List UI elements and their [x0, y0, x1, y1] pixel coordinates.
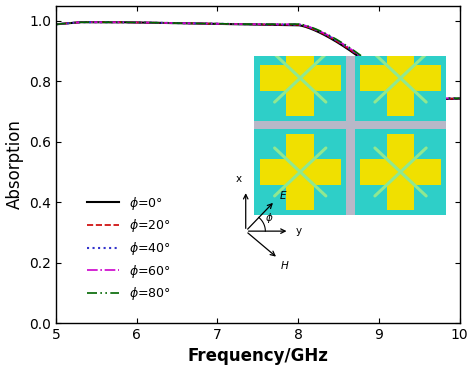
- $\phi$=60°: [323, 32, 329, 36]
- Bar: [286, 134, 314, 210]
- $\phi$=60°: [125, 20, 131, 24]
- Bar: [255, 121, 447, 129]
- Bar: [387, 40, 414, 116]
- $\phi$=0°: [237, 22, 242, 26]
- $\phi$=60°: [117, 20, 123, 24]
- Line: $\phi$=40°: $\phi$=40°: [56, 22, 460, 99]
- $\phi$=0°: [292, 23, 297, 27]
- $\phi$=0°: [77, 20, 83, 24]
- Bar: [346, 35, 355, 215]
- Bar: [387, 134, 414, 210]
- $\phi$=0°: [358, 56, 364, 60]
- $\phi$=40°: [358, 54, 364, 59]
- Bar: [355, 35, 447, 121]
- Bar: [260, 159, 340, 185]
- $\phi$=40°: [457, 96, 463, 101]
- $\phi$=80°: [452, 96, 458, 101]
- $\phi$=20°: [358, 55, 364, 59]
- $\phi$=80°: [53, 22, 59, 27]
- Bar: [255, 35, 346, 121]
- $\phi$=20°: [425, 97, 431, 101]
- $\phi$=20°: [323, 33, 329, 37]
- $\phi$=20°: [292, 23, 297, 27]
- Bar: [255, 129, 346, 215]
- $\phi$=80°: [358, 53, 364, 58]
- $\phi$=40°: [292, 22, 297, 27]
- $\phi$=0°: [457, 96, 463, 101]
- $\phi$=80°: [323, 32, 329, 36]
- $\phi$=40°: [53, 22, 59, 27]
- $\phi$=60°: [441, 96, 447, 101]
- $\phi$=80°: [457, 96, 463, 101]
- Line: $\phi$=60°: $\phi$=60°: [56, 22, 460, 98]
- Bar: [260, 65, 340, 91]
- Text: $\phi$: $\phi$: [265, 211, 274, 225]
- X-axis label: Frequency/GHz: Frequency/GHz: [187, 348, 328, 365]
- $\phi$=20°: [457, 96, 463, 101]
- Text: x: x: [236, 174, 242, 184]
- Text: E: E: [279, 191, 286, 201]
- $\phi$=60°: [237, 22, 242, 26]
- Bar: [286, 40, 314, 116]
- Text: y: y: [296, 226, 302, 236]
- $\phi$=40°: [157, 21, 163, 25]
- Bar: [360, 159, 441, 185]
- $\phi$=0°: [125, 20, 131, 24]
- $\phi$=80°: [292, 22, 297, 26]
- Y-axis label: Absorption: Absorption: [6, 119, 24, 209]
- $\phi$=40°: [425, 96, 431, 101]
- Line: $\phi$=20°: $\phi$=20°: [56, 22, 460, 99]
- $\phi$=40°: [117, 20, 123, 24]
- $\phi$=40°: [323, 33, 329, 37]
- $\phi$=80°: [237, 22, 242, 26]
- $\phi$=60°: [53, 22, 59, 27]
- Text: H: H: [280, 261, 288, 270]
- $\phi$=40°: [125, 20, 131, 24]
- $\phi$=80°: [157, 21, 163, 25]
- Line: $\phi$=0°: $\phi$=0°: [56, 22, 460, 99]
- Bar: [360, 65, 441, 91]
- $\phi$=60°: [457, 96, 463, 101]
- $\phi$=0°: [323, 34, 329, 38]
- $\phi$=40°: [237, 22, 242, 26]
- $\phi$=20°: [237, 22, 242, 26]
- $\phi$=80°: [125, 20, 131, 24]
- $\phi$=80°: [117, 20, 123, 24]
- $\phi$=20°: [117, 20, 123, 24]
- Bar: [355, 129, 447, 215]
- $\phi$=60°: [157, 21, 163, 25]
- $\phi$=20°: [53, 22, 59, 27]
- $\phi$=60°: [358, 54, 364, 58]
- Line: $\phi$=80°: $\phi$=80°: [56, 22, 460, 98]
- $\phi$=60°: [292, 22, 297, 26]
- $\phi$=0°: [53, 22, 59, 27]
- Legend: $\phi$=0°, $\phi$=20°, $\phi$=40°, $\phi$=60°, $\phi$=80°: $\phi$=0°, $\phi$=20°, $\phi$=40°, $\phi…: [82, 190, 175, 307]
- $\phi$=20°: [125, 20, 131, 24]
- $\phi$=0°: [425, 97, 431, 102]
- $\phi$=0°: [157, 21, 163, 25]
- $\phi$=20°: [157, 21, 163, 25]
